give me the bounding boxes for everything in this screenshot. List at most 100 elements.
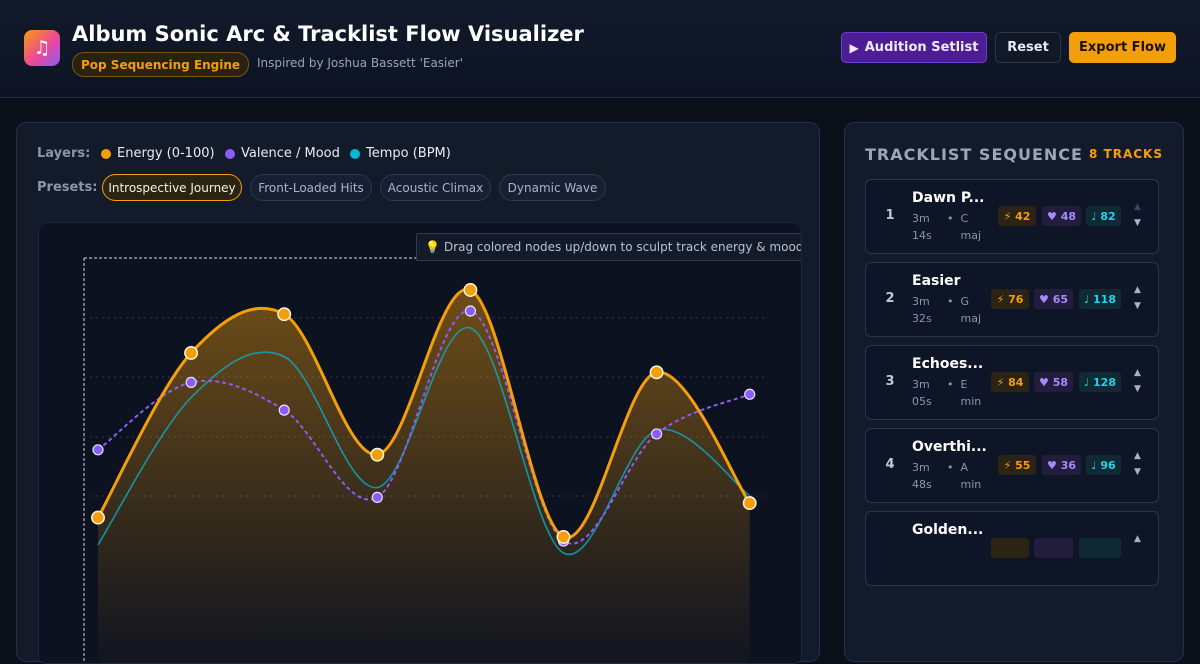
valence-badge: ♥ 48 [1042,206,1081,226]
energy-node[interactable] [277,307,292,322]
logo-glyph: ♫ [33,37,51,59]
energy-node[interactable] [742,496,757,511]
energy-node[interactable] [649,365,664,380]
layer-toggle-tempo[interactable]: Tempo (BPM) [350,146,451,161]
track-row[interactable]: 3 Echoes... 3m 05s • E min ⚡ 84 ♥ 58 ♩ 1… [865,345,1159,420]
track-key: A min [960,461,982,491]
track-row[interactable]: Golden... ▲ [865,511,1159,586]
energy-series-line [96,288,751,539]
flow-panel: Layers: Energy (0-100) Valence / Mood Te… [16,122,820,664]
valence-badge: ♥ 36 [1042,455,1081,475]
valence-badge: ♥ 65 [1034,289,1073,309]
engine-badge: Pop Sequencing Engine [72,52,250,77]
move-down-icon[interactable]: ▼ [1134,384,1141,394]
track-number: 1 [885,208,895,223]
valence-badge: ♥ 58 [1034,372,1073,392]
audition-setlist-button[interactable]: ▶ Audition Setlist [841,32,987,63]
track-key: E min [960,378,982,408]
tempo-badge [1079,538,1121,558]
tempo-badge: ♩ 128 [1079,372,1121,392]
track-key: C maj [960,212,982,242]
energy-badge: ⚡ 42 [998,206,1036,226]
track-name: Easier [912,273,961,289]
tempo-dot-icon [350,148,360,159]
preset-front-loaded-hits[interactable]: Front-Loaded Hits [250,174,372,201]
move-up-icon[interactable]: ▲ [1134,534,1141,544]
move-up-icon[interactable]: ▲ [1134,368,1141,378]
track-meta: 3m 32s • G maj [912,293,985,327]
track-row[interactable]: 4 Overthi... 3m 48s • A min ⚡ 55 ♥ 36 ♩ … [865,428,1159,503]
valence-node[interactable] [371,491,383,503]
layer-toggle-energy[interactable]: Energy (0-100) [101,146,215,161]
valence-node[interactable] [92,444,104,456]
tempo-badge: ♩ 96 [1086,455,1121,475]
valence-series-line [97,309,751,545]
move-up-icon[interactable]: ▲ [1134,451,1141,461]
preset-dynamic-wave[interactable]: Dynamic Wave [499,174,606,201]
track-count: 8 TRACKS [1089,147,1163,161]
track-number: 4 [885,457,895,472]
valence-node[interactable] [744,388,756,400]
track-number: 2 [885,291,895,306]
track-duration: 3m 32s [912,295,932,325]
energy-area [98,289,750,663]
reset-button[interactable]: Reset [995,32,1061,63]
tracklist-title: TRACKLIST SEQUENCE [865,145,1083,164]
energy-badge [991,538,1029,558]
energy-node[interactable] [556,530,571,544]
layer-toggle-valence[interactable]: Valence / Mood [225,146,340,161]
tempo-badge: ♩ 82 [1086,206,1121,226]
track-key: G maj [960,295,982,325]
track-number: 3 [885,374,895,389]
tracklist-panel: TRACKLIST SEQUENCE 8 TRACKS 1 Dawn P... … [844,122,1184,662]
energy-node[interactable] [91,510,105,525]
track-name: Golden... [912,522,984,538]
energy-node[interactable] [370,447,385,462]
track-duration: 3m 14s [912,212,932,242]
inspired-caption: Inspired by Joshua Bassett 'Easier' [257,56,464,70]
tempo-series-line [97,327,751,556]
track-name: Dawn P... [912,190,985,206]
flow-chart-svg[interactable] [39,223,801,663]
audition-label: Audition Setlist [864,40,979,55]
layer-label: Tempo (BPM) [366,146,451,161]
drag-hint: 💡 Drag colored nodes up/down to sculpt t… [416,233,802,261]
tempo-badge: ♩ 118 [1079,289,1121,309]
preset-introspective-journey[interactable]: Introspective Journey [102,174,242,201]
valence-node[interactable] [185,376,197,388]
energy-node[interactable] [463,283,478,297]
export-flow-button[interactable]: Export Flow [1069,32,1176,63]
presets-label: Presets: [37,180,98,195]
track-duration: 3m 48s [912,461,932,491]
move-up-icon[interactable]: ▲ [1134,285,1141,295]
move-up-icon[interactable]: ▲ [1134,202,1141,212]
track-name: Overthi... [912,439,987,455]
move-down-icon[interactable]: ▼ [1134,301,1141,311]
energy-badge: ⚡ 76 [991,289,1029,309]
layer-label: Energy (0-100) [117,146,215,161]
track-meta: 3m 48s • A min [912,459,985,493]
app-header: ♫ Album Sonic Arc & Tracklist Flow Visua… [0,0,1200,98]
energy-badge: ⚡ 55 [998,455,1036,475]
layer-label: Valence / Mood [241,146,340,161]
track-name: Echoes... [912,356,984,372]
track-row[interactable]: 2 Easier 3m 32s • G maj ⚡ 76 ♥ 65 ♩ 118 … [865,262,1159,337]
lightbulb-icon: 💡 [425,240,440,254]
energy-dot-icon [101,148,111,159]
valence-dot-icon [225,148,235,159]
valence-badge [1034,538,1073,558]
track-meta: 3m 14s • C maj [912,210,985,244]
move-down-icon[interactable]: ▼ [1134,218,1141,228]
track-duration: 3m 05s [912,378,932,408]
drag-hint-text: Drag colored nodes up/down to sculpt tra… [443,240,802,254]
track-row[interactable]: 1 Dawn P... 3m 14s • C maj ⚡ 42 ♥ 48 ♩ 8… [865,179,1159,254]
layers-label: Layers: [37,146,91,161]
valence-node[interactable] [650,428,663,440]
flow-chart[interactable]: 💡 Drag colored nodes up/down to sculpt t… [38,222,802,664]
move-down-icon[interactable]: ▼ [1134,467,1141,477]
valence-node[interactable] [278,404,290,416]
energy-badge: ⚡ 84 [991,372,1029,392]
energy-node[interactable] [184,346,199,360]
valence-node[interactable] [464,305,476,317]
preset-acoustic-climax[interactable]: Acoustic Climax [380,174,491,201]
